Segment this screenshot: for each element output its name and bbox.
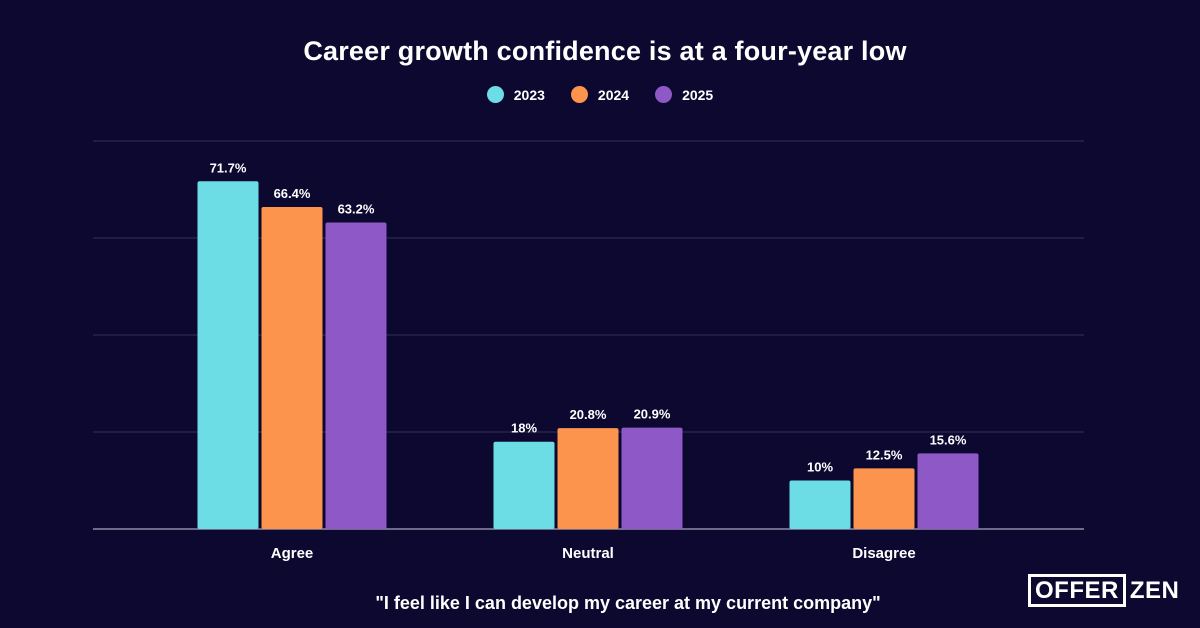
logo-zen-text: ZEN	[1129, 576, 1180, 604]
data-label: 20.9%	[634, 407, 671, 422]
bar-disagree-2023	[789, 480, 851, 529]
category-label: Disagree	[852, 545, 915, 562]
bar-disagree-2025	[917, 453, 979, 529]
data-label: 12.5%	[866, 447, 903, 462]
legend-label-2025: 2025	[682, 86, 714, 103]
category-label: Agree	[271, 545, 314, 562]
data-label: 71.7%	[210, 160, 247, 175]
logo-offer-text: OFFER	[1028, 574, 1126, 607]
legend-swatch-2025	[655, 86, 673, 103]
legend-label-2023: 2023	[513, 86, 545, 103]
bar-agree-2023	[197, 181, 259, 529]
data-label: 15.6%	[930, 432, 967, 447]
legend-swatch-2024	[570, 86, 588, 103]
bar-neutral-2024	[557, 428, 619, 529]
bar-neutral-2023	[493, 441, 555, 529]
data-label: 66.4%	[274, 186, 311, 201]
legend-item-2024: 2024	[570, 86, 630, 103]
offerzen-logo: OFFER ZEN	[1028, 574, 1179, 607]
bar-disagree-2024	[853, 468, 915, 529]
chart-caption: "I feel like I can develop my career at …	[375, 593, 881, 613]
chart-legend: 2023 2024 2025	[0, 86, 1200, 103]
data-label: 10%	[807, 460, 833, 475]
data-label: 18%	[511, 421, 537, 436]
category-label: Neutral	[562, 545, 614, 562]
bar-agree-2025	[325, 222, 387, 530]
data-label: 20.8%	[570, 407, 607, 422]
legend-item-2023: 2023	[486, 86, 545, 103]
chart-title: Career growth confidence is at a four-ye…	[303, 36, 907, 66]
legend-item-2025: 2025	[655, 86, 713, 103]
data-label: 63.2%	[338, 201, 375, 216]
bar-neutral-2025	[621, 427, 683, 529]
bar-agree-2024	[261, 206, 323, 529]
legend-swatch-2023	[486, 86, 504, 103]
legend-label-2024: 2024	[597, 86, 630, 103]
